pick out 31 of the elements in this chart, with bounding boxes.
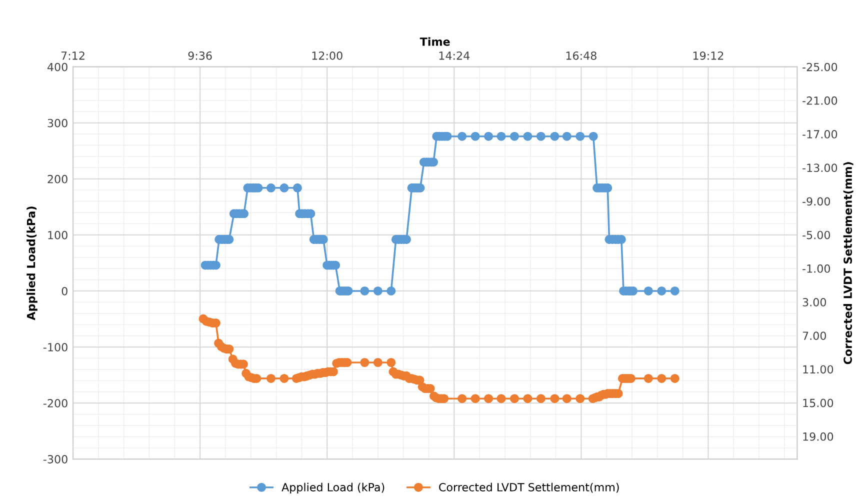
x-axis-title: Time (420, 37, 450, 46)
x-tick-label: 19:12 (693, 51, 724, 60)
x-tick-label: 16:48 (566, 51, 596, 60)
legend-label: Applied Load (kPa) (282, 482, 384, 494)
y-tick-label: 300 (48, 118, 68, 128)
y2-tick-label: 11.00 (803, 365, 834, 374)
y2-tick-label: -5.00 (802, 230, 830, 240)
y-tick-label: 0 (62, 286, 68, 296)
y-tick-label: -100 (43, 342, 68, 352)
y2-tick-label: -25.00 (802, 62, 838, 72)
x-tick-label: 14:24 (439, 51, 470, 60)
y2-tick-label: 15.00 (803, 398, 834, 408)
y-axis-title: Applied Load(kPa) (26, 206, 38, 320)
y2-tick-label: -17.00 (802, 130, 838, 138)
y-tick-label: -300 (43, 455, 68, 464)
x-tick-label: 7:12 (61, 51, 84, 60)
y2-tick-label: 7.00 (802, 332, 826, 340)
y2-tick-label: 19.00 (803, 432, 834, 441)
y-tick-label: 400 (47, 62, 68, 72)
legend-label: Corrected LVDT Settlement(mm) (439, 482, 619, 493)
x-tick-label: 9:36 (188, 51, 212, 60)
y-tick-label: -200 (43, 399, 68, 408)
y2-tick-label: 3.00 (802, 298, 826, 306)
y2-tick-label: -21.00 (802, 96, 838, 105)
y2-tick-label: -1.00 (802, 264, 830, 273)
y2-tick-label: -13.00 (802, 164, 838, 172)
x-tick-label: 12:00 (312, 51, 342, 60)
y-tick-label: 200 (48, 174, 68, 184)
y2-tick-label: -9.00 (802, 197, 830, 206)
y2-axis-title: Corrected LVDT Settlement(mm) (843, 162, 854, 364)
y-tick-label: 100 (48, 230, 68, 240)
